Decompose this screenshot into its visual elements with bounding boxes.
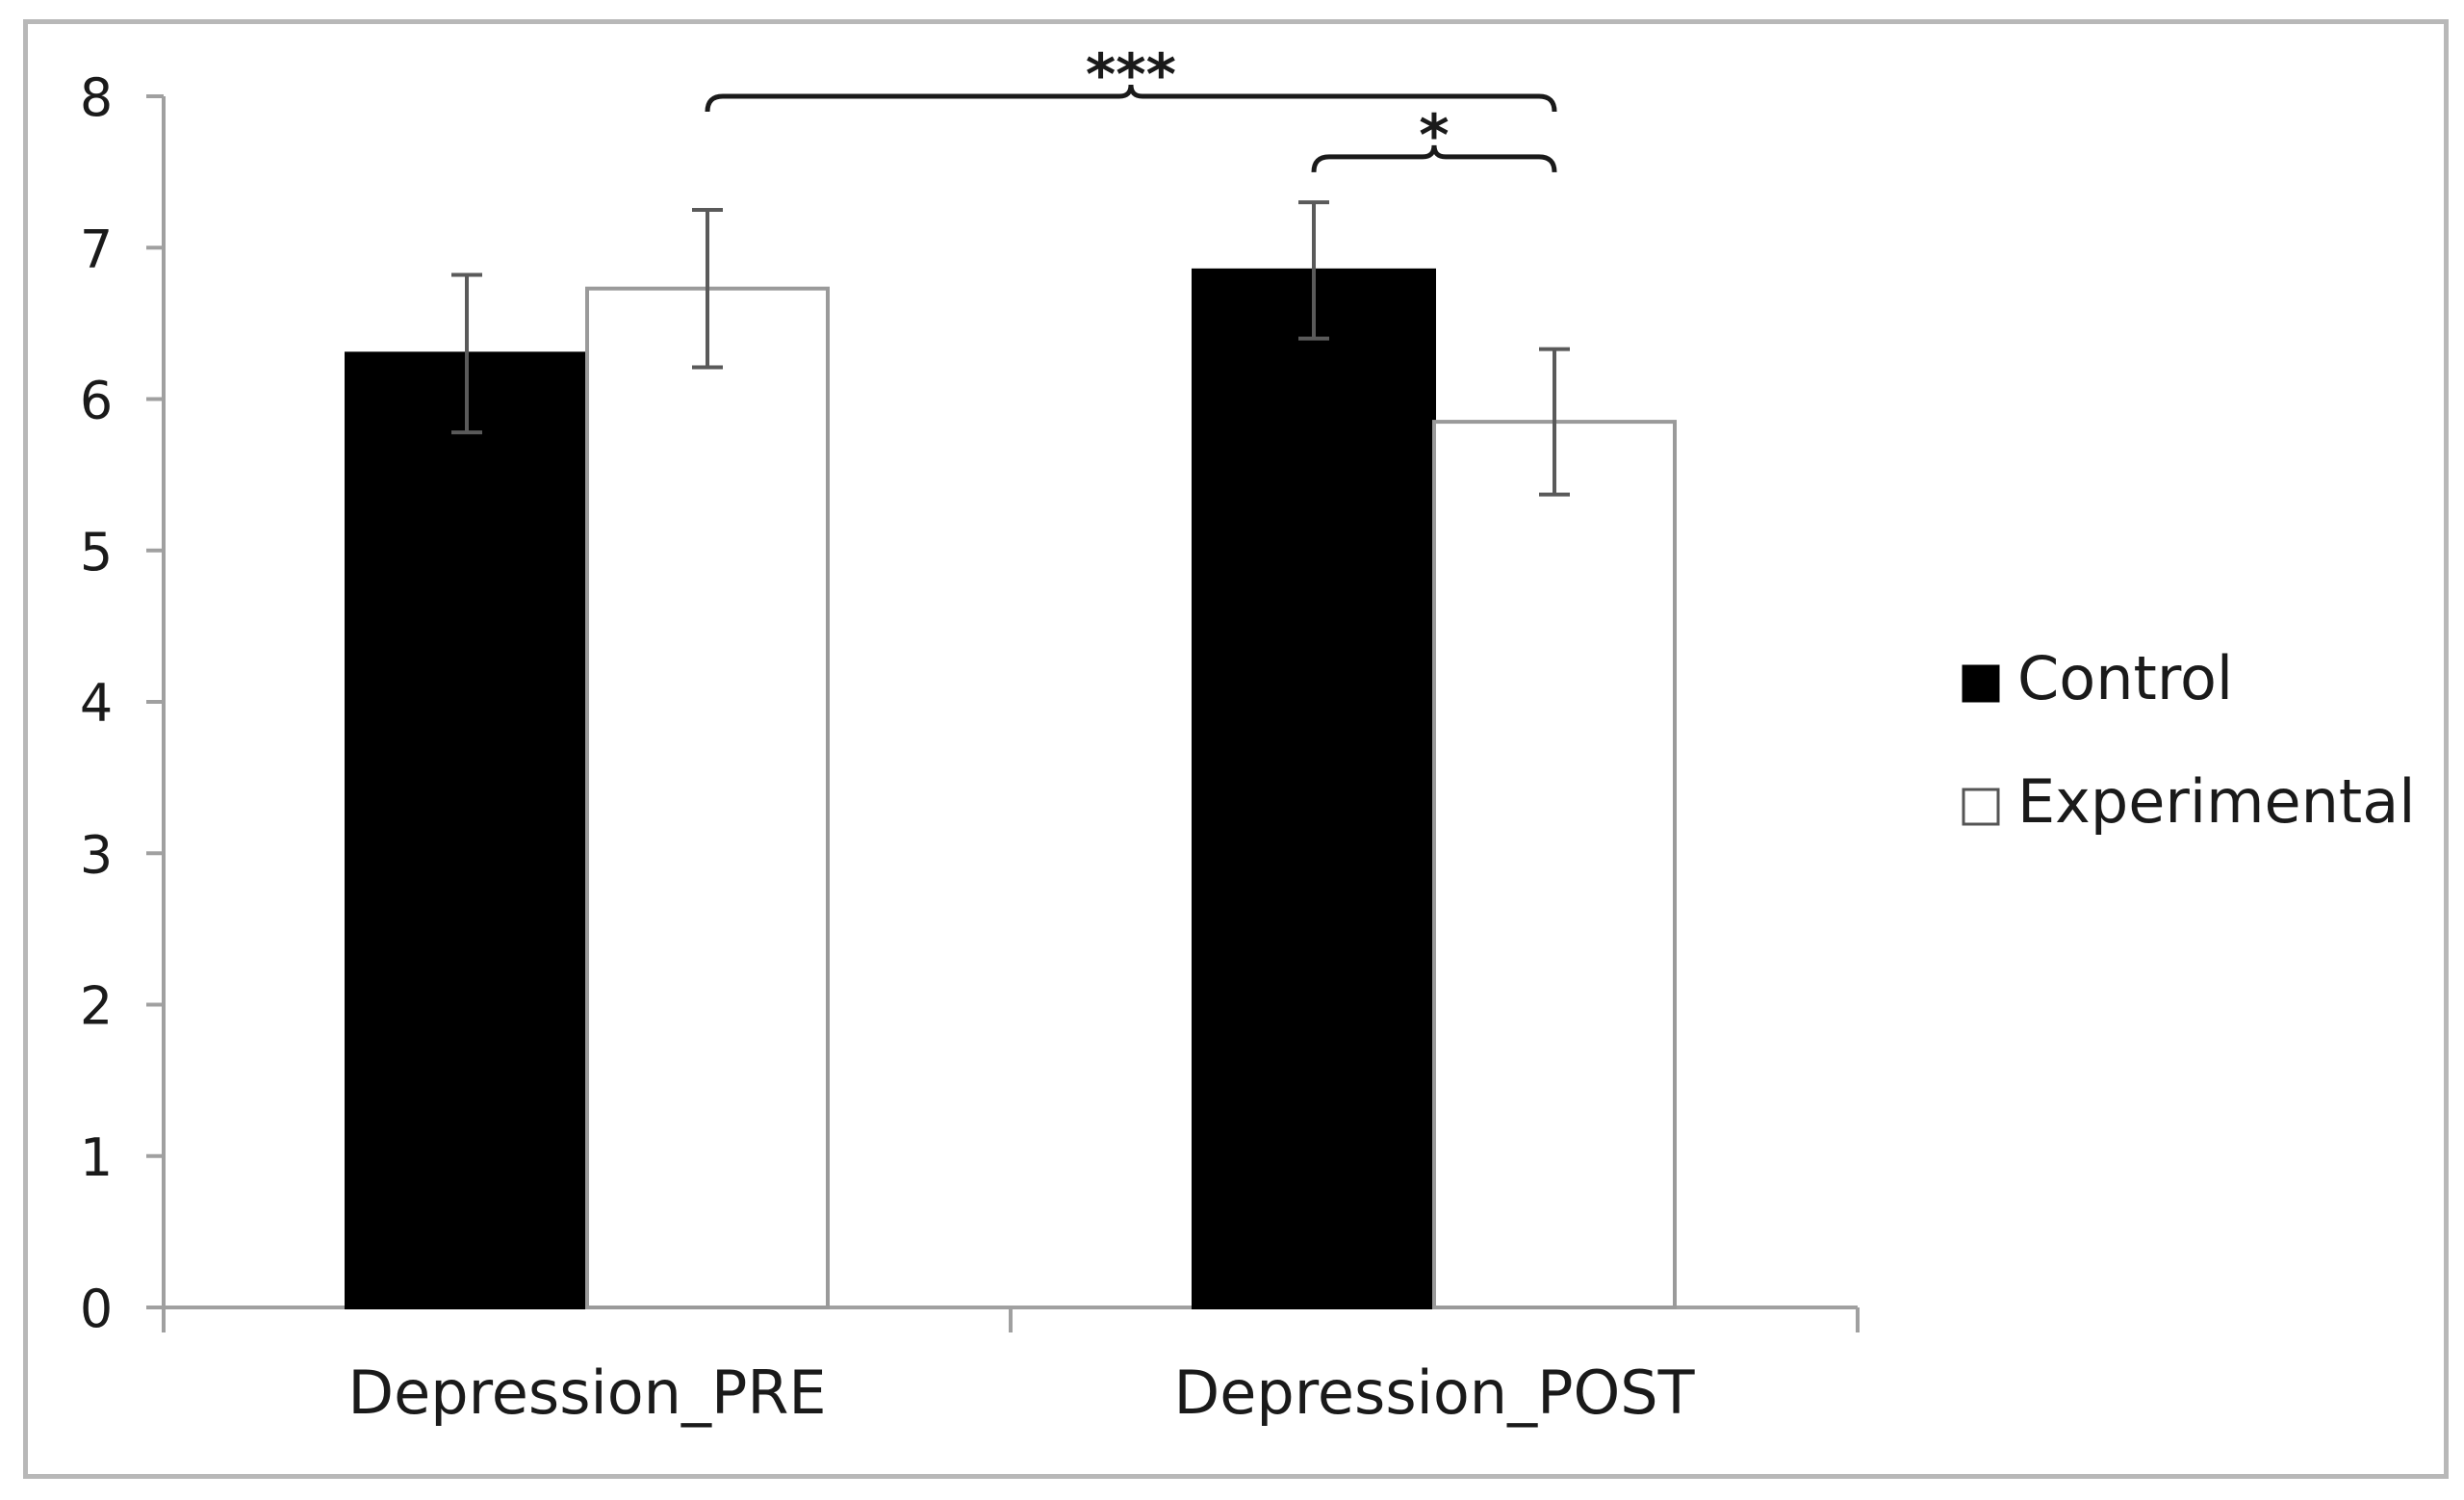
bar-control-depression-post — [1192, 268, 1436, 1309]
bar-control-depression-pre — [345, 351, 589, 1309]
bar-experimental-depression-post — [1432, 420, 1677, 1309]
y-tick-label: 0 — [80, 1279, 113, 1339]
y-tick-label: 1 — [80, 1127, 113, 1188]
error-bars-group — [451, 200, 1570, 497]
y-tick-label: 4 — [80, 673, 113, 734]
y-tick-label: 2 — [80, 976, 113, 1037]
legend-swatch-control — [1962, 664, 2000, 703]
y-tick-label: 3 — [80, 824, 113, 885]
legend-label-experimental: Experimental — [2017, 766, 2415, 837]
significance-bracket — [705, 84, 1557, 113]
x-category-label: Depression_POST — [1174, 1358, 1696, 1428]
y-tick-label: 7 — [80, 219, 113, 279]
significance-bracket — [1311, 144, 1557, 173]
bar-experimental-depression-pre — [585, 286, 830, 1309]
legend-label-control: Control — [2017, 643, 2233, 713]
y-tick-label: 8 — [80, 67, 113, 128]
significance-label: * — [1419, 102, 1449, 169]
y-tick-label: 5 — [80, 522, 113, 582]
y-tick-label: 6 — [80, 371, 113, 431]
bars-group — [345, 268, 1677, 1309]
significance-label: *** — [1086, 41, 1176, 109]
legend-swatch-experimental — [1962, 788, 2000, 826]
significance-group: **** — [705, 41, 1557, 173]
legend: Control Experimental — [1962, 643, 2415, 837]
x-category-label: Depression_PRE — [347, 1358, 826, 1428]
